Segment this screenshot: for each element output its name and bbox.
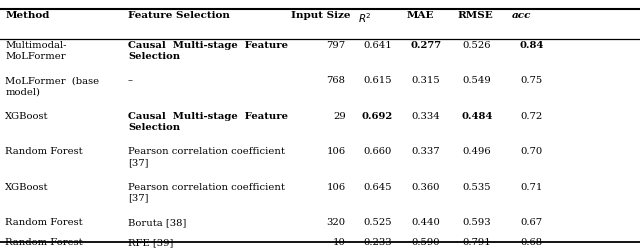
Text: 0.593: 0.593 bbox=[463, 218, 491, 227]
Text: 0.360: 0.360 bbox=[412, 183, 440, 191]
Text: 0.692: 0.692 bbox=[362, 112, 393, 121]
Text: 0.525: 0.525 bbox=[364, 218, 392, 227]
Text: 0.535: 0.535 bbox=[463, 183, 491, 191]
Text: 0.277: 0.277 bbox=[410, 41, 441, 50]
Text: Pearson correlation coefficient
[37]: Pearson correlation coefficient [37] bbox=[128, 183, 285, 202]
Text: 0.71: 0.71 bbox=[520, 183, 542, 191]
Text: MAE: MAE bbox=[406, 11, 434, 20]
Text: XGBoost: XGBoost bbox=[5, 183, 49, 191]
Text: 0.496: 0.496 bbox=[463, 147, 491, 156]
Text: acc: acc bbox=[512, 11, 531, 20]
Text: 106: 106 bbox=[326, 147, 346, 156]
Text: 768: 768 bbox=[326, 76, 346, 85]
Text: Feature Selection: Feature Selection bbox=[128, 11, 230, 20]
Text: Random Forest: Random Forest bbox=[5, 238, 83, 247]
Text: 0.641: 0.641 bbox=[364, 41, 392, 50]
Text: 0.615: 0.615 bbox=[364, 76, 392, 85]
Text: 0.549: 0.549 bbox=[463, 76, 491, 85]
Text: 0.67: 0.67 bbox=[520, 218, 542, 227]
Text: RFE [39]: RFE [39] bbox=[128, 238, 173, 247]
Text: Multimodal-
MoLFormer: Multimodal- MoLFormer bbox=[5, 41, 67, 61]
Text: 106: 106 bbox=[326, 183, 346, 191]
Text: 0.791: 0.791 bbox=[463, 238, 491, 247]
Text: –: – bbox=[128, 76, 133, 85]
Text: 0.68: 0.68 bbox=[520, 238, 542, 247]
Text: 0.334: 0.334 bbox=[412, 112, 440, 121]
Text: RMSE: RMSE bbox=[458, 11, 493, 20]
Text: MoLFormer  (base
model): MoLFormer (base model) bbox=[5, 76, 99, 96]
Text: 0.337: 0.337 bbox=[412, 147, 440, 156]
Text: 0.233: 0.233 bbox=[364, 238, 392, 247]
Text: 0.315: 0.315 bbox=[412, 76, 440, 85]
Text: 0.72: 0.72 bbox=[520, 112, 542, 121]
Text: Input Size: Input Size bbox=[291, 11, 351, 20]
Text: Random Forest: Random Forest bbox=[5, 147, 83, 156]
Text: 0.75: 0.75 bbox=[520, 76, 542, 85]
Text: 0.590: 0.590 bbox=[412, 238, 440, 247]
Text: Causal  Multi-stage  Feature
Selection: Causal Multi-stage Feature Selection bbox=[128, 41, 288, 61]
Text: 0.440: 0.440 bbox=[411, 218, 440, 227]
Text: Random Forest: Random Forest bbox=[5, 218, 83, 227]
Text: Boruta [38]: Boruta [38] bbox=[128, 218, 186, 227]
Text: $R^2$: $R^2$ bbox=[358, 11, 372, 25]
Text: 0.70: 0.70 bbox=[520, 147, 542, 156]
Text: 0.84: 0.84 bbox=[519, 41, 543, 50]
Text: 0.645: 0.645 bbox=[364, 183, 392, 191]
Text: 10: 10 bbox=[333, 238, 346, 247]
Text: XGBoost: XGBoost bbox=[5, 112, 49, 121]
Text: 797: 797 bbox=[326, 41, 346, 50]
Text: 320: 320 bbox=[326, 218, 346, 227]
Text: 0.484: 0.484 bbox=[461, 112, 493, 121]
Text: Causal  Multi-stage  Feature
Selection: Causal Multi-stage Feature Selection bbox=[128, 112, 288, 131]
Text: 0.660: 0.660 bbox=[364, 147, 392, 156]
Text: Method: Method bbox=[5, 11, 49, 20]
Text: 29: 29 bbox=[333, 112, 346, 121]
Text: Pearson correlation coefficient
[37]: Pearson correlation coefficient [37] bbox=[128, 147, 285, 167]
Text: 0.526: 0.526 bbox=[463, 41, 491, 50]
